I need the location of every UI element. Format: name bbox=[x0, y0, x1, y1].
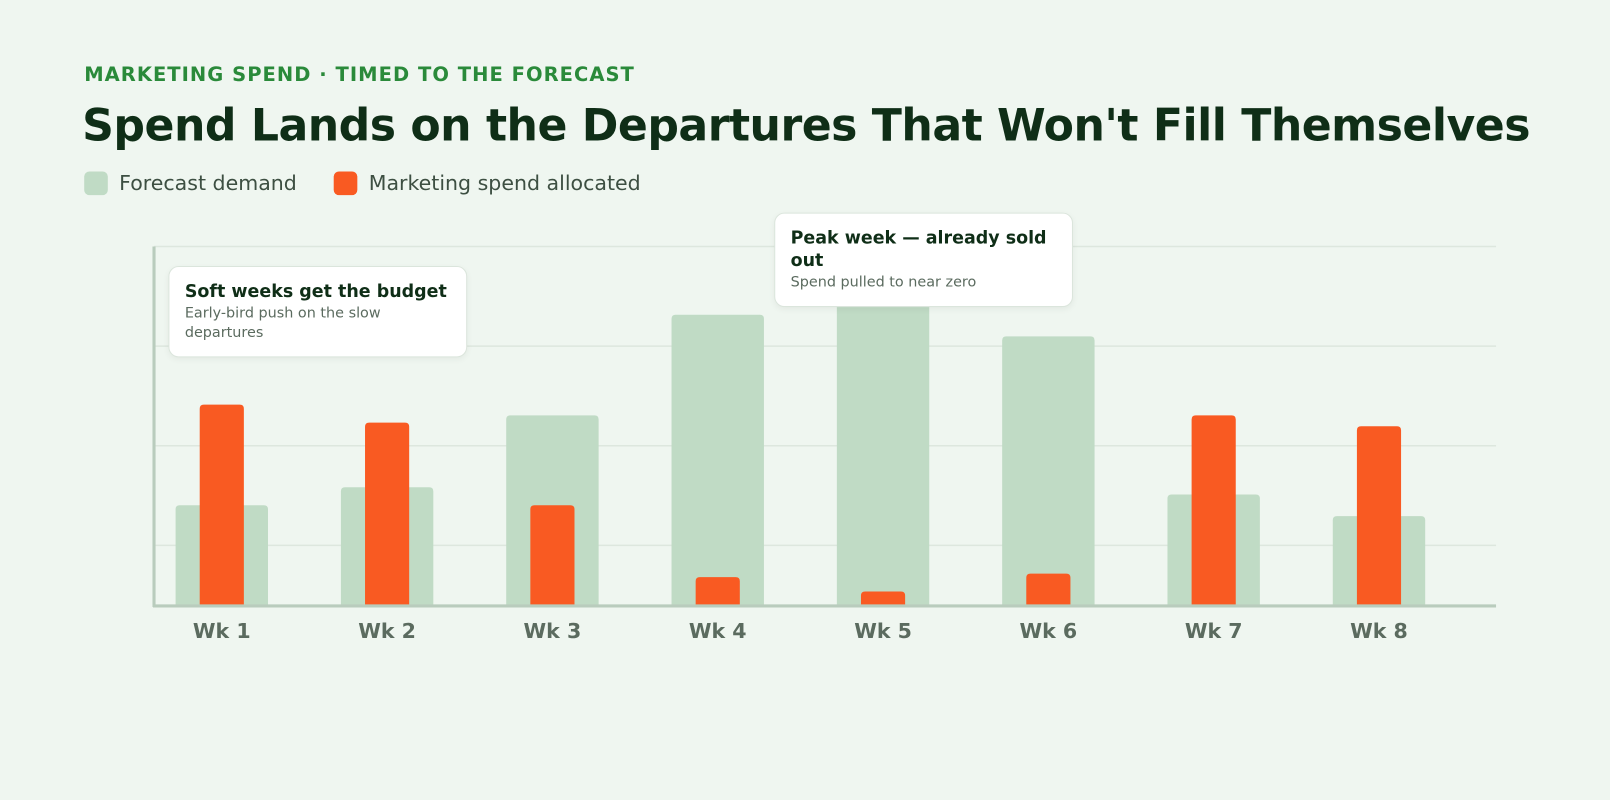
bar bbox=[199, 404, 244, 606]
x-tick-label: Wk 1 bbox=[193, 619, 251, 643]
legend-swatch bbox=[333, 170, 358, 195]
annotation: Soft weeks get the budget Early-bird pus… bbox=[168, 265, 468, 358]
bar bbox=[1026, 573, 1071, 606]
legend-item: Marketing spend allocated bbox=[333, 170, 641, 196]
annotation-text: Spend pulled to near zero bbox=[790, 274, 977, 291]
bar bbox=[1002, 336, 1095, 606]
legend-swatch bbox=[84, 170, 108, 195]
bar bbox=[860, 591, 906, 606]
legend-item: Forecast demand bbox=[84, 170, 297, 195]
chart-title: Spend Lands on the Departures That Won't… bbox=[82, 100, 1530, 152]
bar bbox=[671, 314, 764, 606]
x-tick-label: Wk 5 bbox=[854, 619, 912, 643]
bar bbox=[530, 505, 575, 606]
annotation: Peak week — already sold out Spend pulle… bbox=[774, 212, 1074, 308]
x-tick-label: Wk 2 bbox=[358, 619, 416, 643]
bar bbox=[1191, 415, 1236, 606]
x-tick-label: Wk 3 bbox=[524, 619, 582, 643]
legend: Forecast demand Marketing spend allocated bbox=[84, 170, 641, 195]
x-tick-label: Wk 6 bbox=[1020, 619, 1078, 643]
legend-label: Forecast demand bbox=[119, 170, 297, 196]
x-tick-label: Wk 4 bbox=[689, 619, 747, 643]
bar bbox=[836, 289, 930, 606]
x-tick-label: Wk 8 bbox=[1350, 619, 1408, 643]
bar bbox=[365, 422, 410, 606]
x-tick-label: Wk 7 bbox=[1185, 619, 1243, 643]
bar bbox=[1356, 426, 1402, 606]
annotation-text: Early-bird push on the slow departures bbox=[184, 305, 381, 341]
legend-label: Marketing spend allocated bbox=[368, 170, 641, 196]
kicker: MARKETING SPEND · TIMED TO THE FORECAST bbox=[84, 63, 635, 87]
bar bbox=[695, 577, 740, 606]
annotation-title: Peak week — already sold out bbox=[790, 227, 1047, 272]
annotation-title: Soft weeks get the budget bbox=[184, 281, 447, 302]
bars bbox=[175, 289, 1426, 606]
